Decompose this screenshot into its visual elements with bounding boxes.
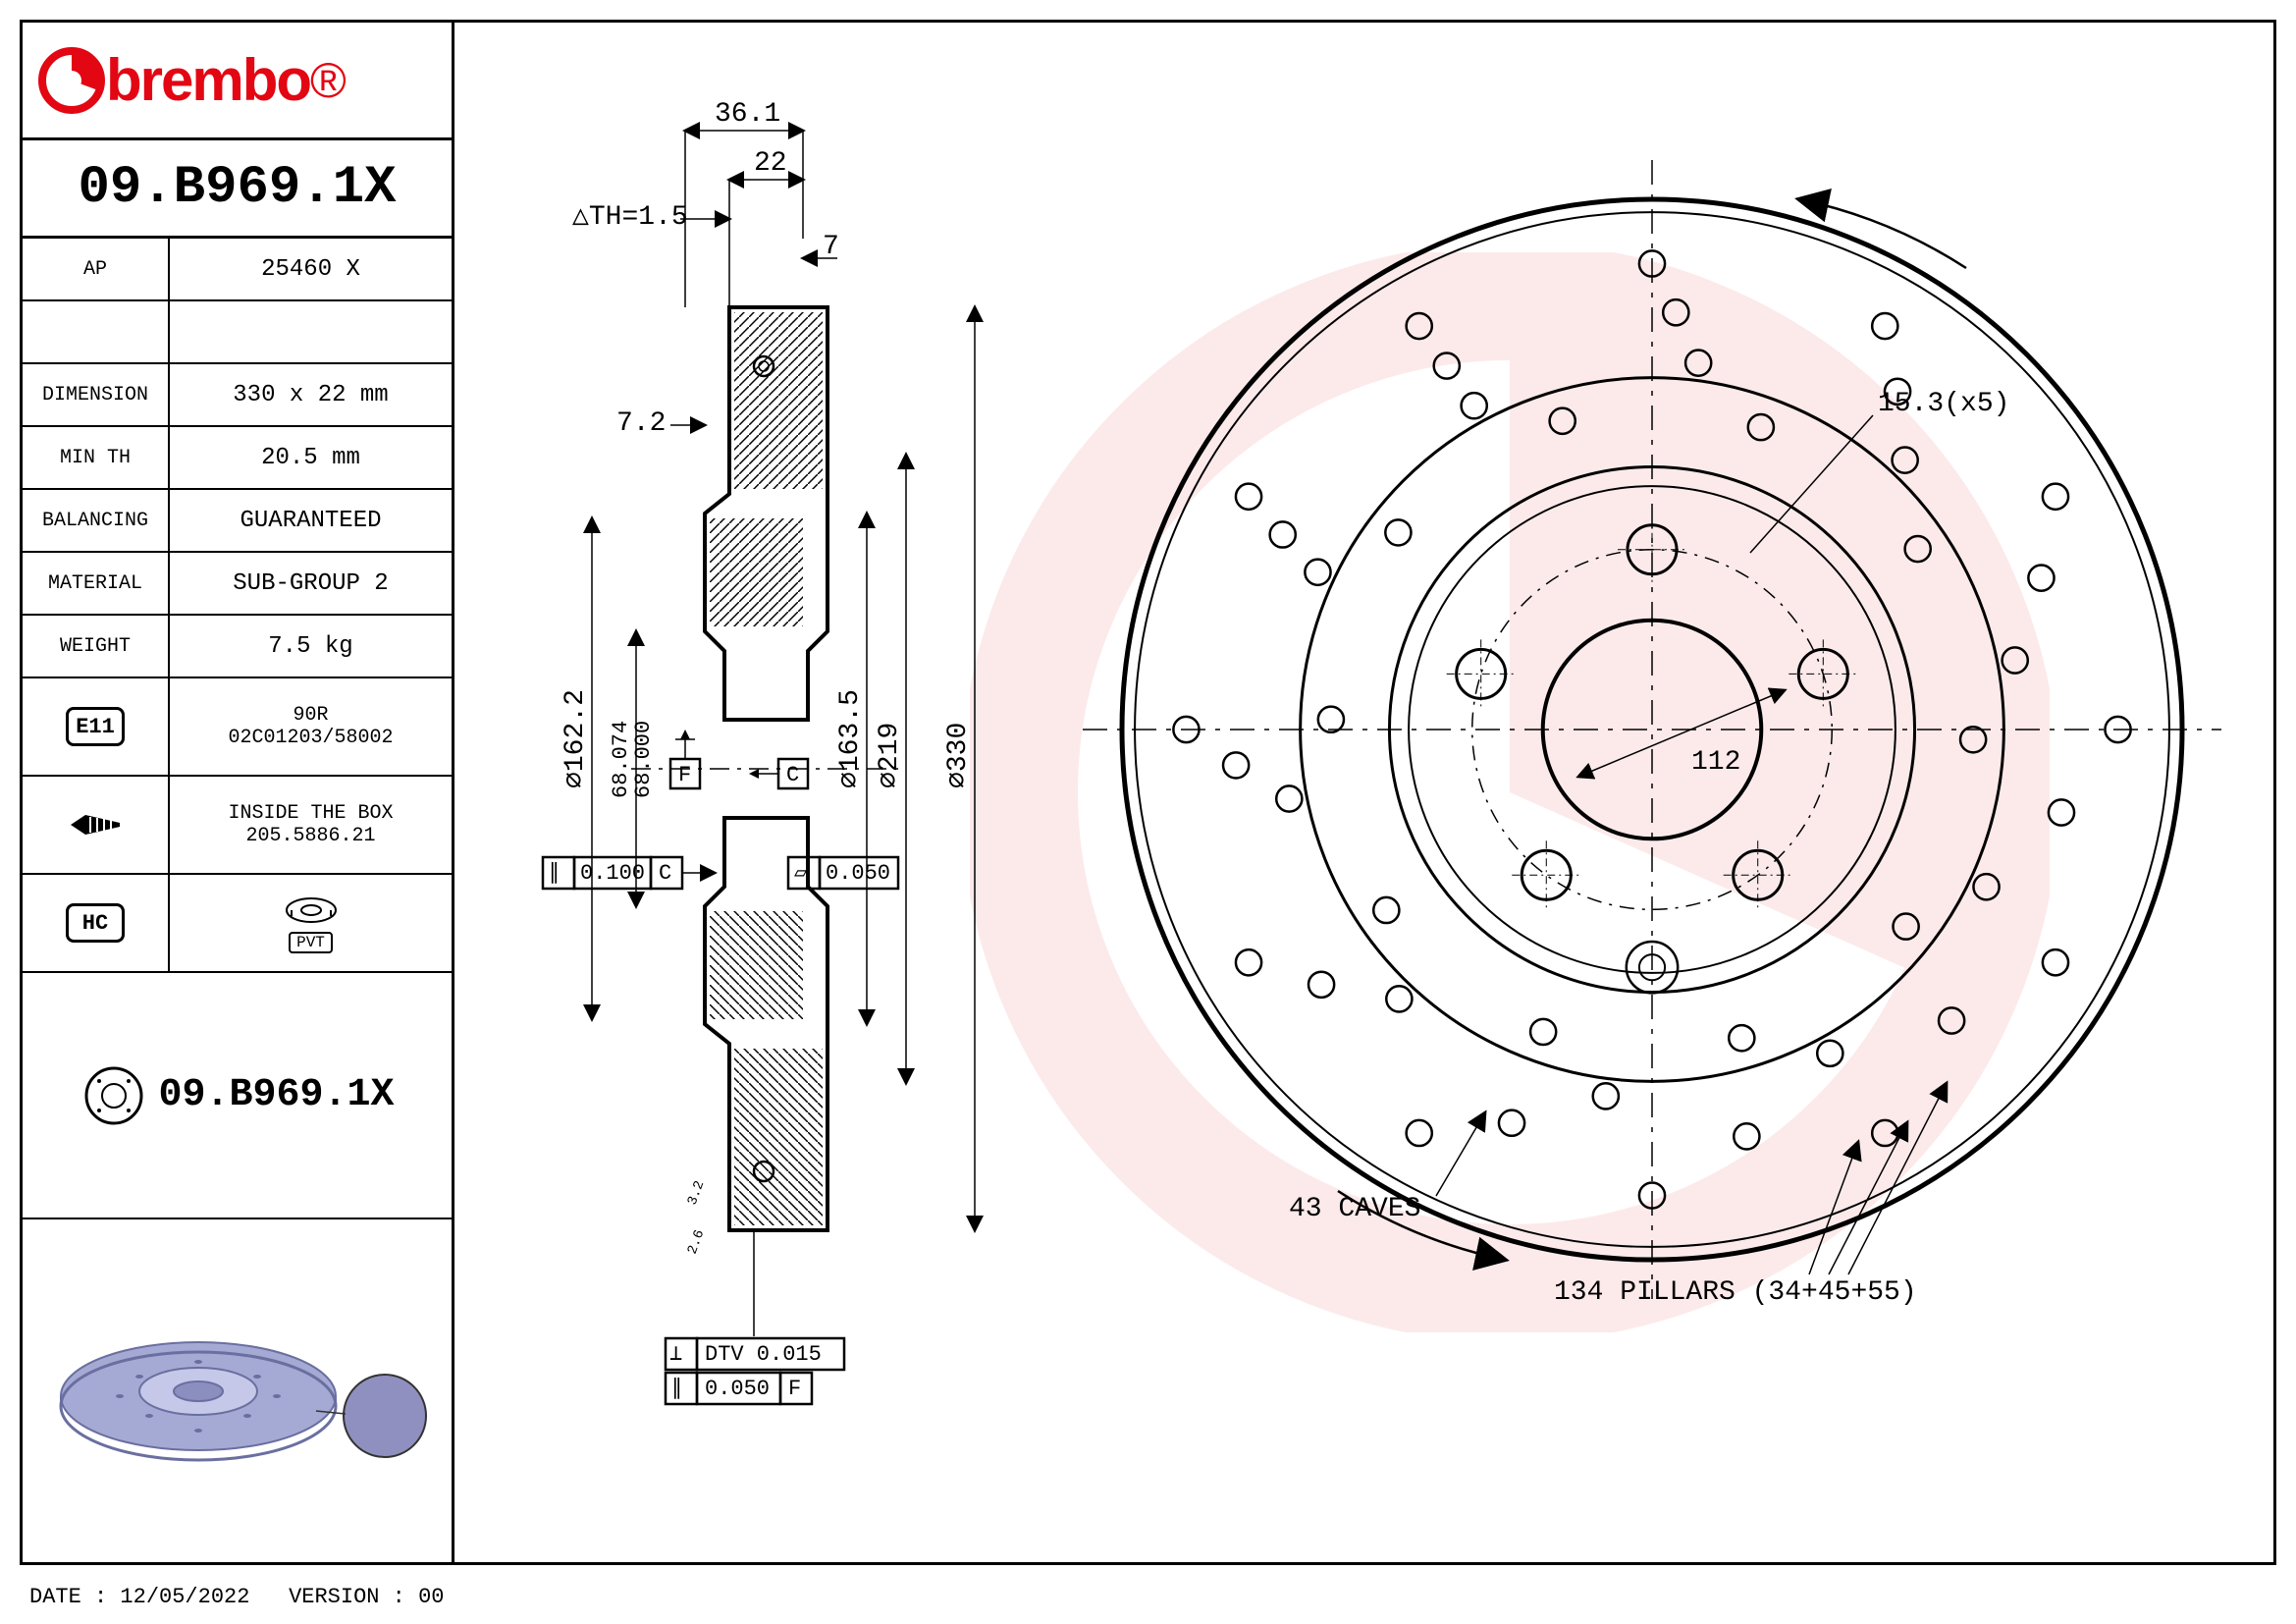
pvt-disc-icon: [282, 893, 341, 932]
part-number-bottom: 09.B969.1X: [23, 973, 452, 1219]
material-value: SUB-GROUP 2: [170, 553, 452, 614]
cert-value: 90R 02C01203/58002: [170, 678, 452, 775]
screw-icon-cell: [23, 777, 170, 873]
minth-label: MIN TH: [23, 427, 170, 488]
disc-render-icon: [41, 1278, 434, 1504]
row-cert: E11 90R 02C01203/58002: [23, 678, 452, 777]
drawing-area: 36.1 22 △TH=1.5 7 7.2: [454, 23, 2273, 1562]
row-balancing: BALANCING GUARANTEED: [23, 490, 452, 553]
box-label: INSIDE THE BOX: [228, 802, 393, 825]
svg-text:0.050: 0.050: [705, 1377, 770, 1401]
dim-label: DIMENSION: [23, 364, 170, 425]
section-top: [705, 307, 828, 720]
logo-cell: brembo ®: [23, 23, 452, 140]
box-value: INSIDE THE BOX 205.5886.21: [170, 777, 452, 873]
svg-text:C: C: [786, 763, 799, 787]
part-number: 09.B969.1X: [23, 140, 452, 239]
svg-text:C: C: [659, 861, 671, 886]
gdt-par: ∥ 0.050 F: [666, 1373, 812, 1404]
dim-bore-max: 68.074: [609, 721, 633, 798]
row-weight: WEIGHT 7.5 kg: [23, 616, 452, 678]
drawing-frame: brembo ® 09.B969.1X AP 25460 X DIMENSION…: [20, 20, 2276, 1565]
dim-overall: 36.1: [715, 99, 780, 130]
brand-name: brembo: [106, 46, 310, 114]
brembo-logo-icon: [37, 46, 106, 115]
ap-value: 25460 X: [170, 239, 452, 299]
dim-vent: 22: [754, 148, 787, 179]
balancing-value: GUARANTEED: [170, 490, 452, 551]
hc-icon: HC: [66, 903, 125, 943]
dim-offset: 7.2: [616, 408, 666, 439]
label-caves: 43 CAVES: [1289, 1194, 1420, 1224]
section-bottom: [705, 818, 828, 1230]
dim-hub: ⌀162.2: [561, 689, 591, 788]
svg-text:∥: ∥: [671, 1377, 682, 1401]
dim-inner: ⌀219: [875, 723, 905, 788]
dim-value: 330 x 22 mm: [170, 364, 452, 425]
render-preview: [23, 1219, 452, 1562]
dim-th: △TH=1.5: [572, 202, 688, 233]
svg-text:⟂: ⟂: [669, 1342, 682, 1367]
dim-pcd: 112: [1691, 747, 1740, 778]
row-hc-pvt: HC PVT: [23, 875, 452, 973]
box-part: 205.5886.21: [245, 825, 375, 847]
datum-f: F: [670, 730, 700, 788]
weight-value: 7.5 kg: [170, 616, 452, 677]
row-dimension: DIMENSION 330 x 22 mm: [23, 364, 452, 427]
dim-bore-min: 68.000: [631, 721, 656, 798]
dim-slot1: 3.2: [685, 1179, 709, 1208]
date-label: DATE :: [29, 1585, 107, 1609]
label-pillars: 134 PILLARS (34+45+55): [1554, 1277, 1917, 1308]
e11-icon: E11: [66, 707, 125, 746]
balancing-label: BALANCING: [23, 490, 170, 551]
ap-label: AP: [23, 239, 170, 299]
svg-text:∥: ∥: [549, 861, 560, 886]
row-ap: AP 25460 X: [23, 239, 452, 301]
svg-text:▱: ▱: [794, 861, 808, 886]
brand-dot: ®: [310, 52, 347, 109]
front-view-drawing: 15.3(x5) 112 43 CAVES 134 PILLARS (34+45…: [1063, 140, 2241, 1319]
weight-label: WEIGHT: [23, 616, 170, 677]
cert-icon-cell: E11: [23, 678, 170, 775]
svg-text:0.100: 0.100: [580, 861, 645, 886]
spec-table: brembo ® 09.B969.1X AP 25460 X DIMENSION…: [23, 23, 454, 1562]
version-label: VERSION :: [289, 1585, 405, 1609]
screw-icon: [66, 805, 125, 844]
row-minth: MIN TH 20.5 mm: [23, 427, 452, 490]
gdt-dtv: ⟂ DTV 0.015: [666, 1338, 844, 1370]
row-material: MATERIAL SUB-GROUP 2: [23, 553, 452, 616]
disc-xtra-icon: [80, 1061, 148, 1130]
dim-bolt: 15.3(x5): [1878, 389, 2009, 419]
row-box: INSIDE THE BOX 205.5886.21: [23, 777, 452, 875]
date-value: 12/05/2022: [120, 1585, 249, 1609]
row-blank: [23, 301, 452, 364]
hc-icon-cell: HC: [23, 875, 170, 971]
footer: DATE : 12/05/2022 VERSION : 00: [29, 1585, 445, 1609]
diameter-dims: ⌀219 ⌀330: [847, 81, 1063, 1456]
svg-text:DTV 0.015: DTV 0.015: [705, 1342, 822, 1367]
pvt-label: PVT: [289, 932, 333, 953]
dim-slot2: 2.6: [685, 1228, 709, 1257]
dim-outer: ⌀330: [943, 723, 974, 788]
material-label: MATERIAL: [23, 553, 170, 614]
svg-text:F: F: [788, 1377, 801, 1401]
version-value: 00: [418, 1585, 444, 1609]
disc-front: [1083, 160, 2221, 1299]
pvt-icon-cell: PVT: [170, 875, 452, 971]
datum-c: C: [749, 759, 808, 788]
gdt-flatness: ∥ 0.100 C: [543, 857, 715, 889]
svg-text:F: F: [678, 763, 691, 787]
minth-value: 20.5 mm: [170, 427, 452, 488]
